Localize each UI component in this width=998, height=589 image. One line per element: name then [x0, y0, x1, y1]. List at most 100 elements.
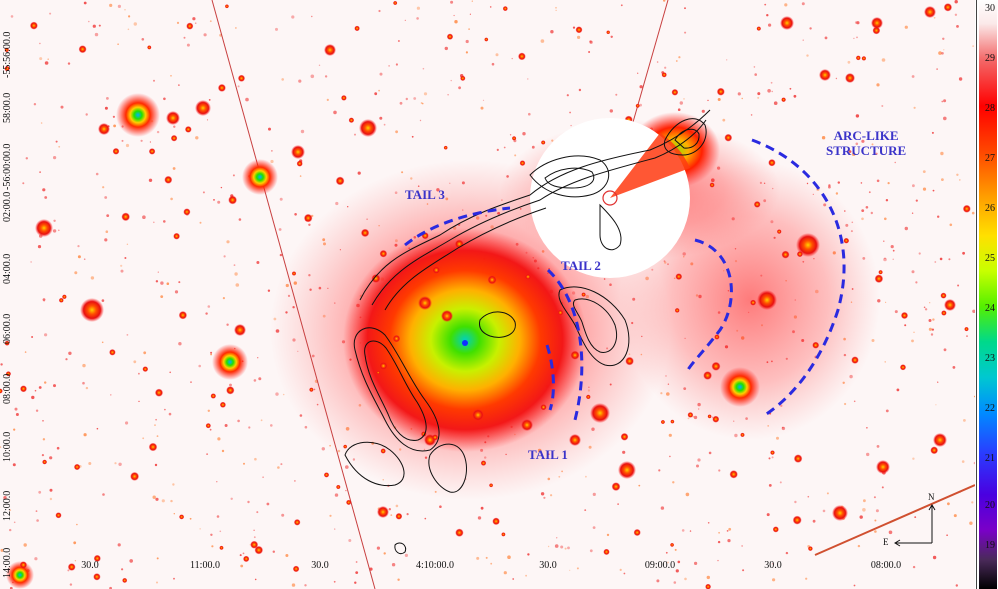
noise-dot	[210, 351, 213, 354]
noise-dot	[959, 179, 961, 181]
noise-dot	[216, 515, 220, 518]
faint-star	[740, 432, 745, 438]
noise-dot	[58, 145, 61, 148]
noise-dot	[936, 68, 938, 70]
dec-tick-label: 08:00.0	[2, 373, 13, 404]
noise-dot	[793, 94, 797, 98]
faint-star	[484, 37, 489, 42]
noise-dot	[170, 75, 172, 77]
noise-dot	[281, 513, 285, 517]
faint-star	[184, 125, 192, 133]
noise-dot	[76, 523, 78, 526]
faint-star	[348, 117, 355, 123]
faint-star	[899, 364, 907, 371]
noise-dot	[491, 62, 495, 66]
noise-dot	[149, 141, 151, 143]
mask-center-marker	[602, 190, 618, 206]
faint-star	[781, 250, 790, 259]
tail-3-label: TAIL 3	[405, 187, 445, 202]
noise-dot	[941, 100, 944, 103]
noise-dot	[821, 136, 826, 140]
noise-dot	[257, 357, 259, 359]
noise-dot	[866, 452, 870, 457]
noise-dot	[378, 89, 380, 92]
noise-dot	[202, 191, 205, 194]
noise-dot	[256, 511, 259, 514]
noise-dot	[44, 381, 47, 384]
noise-dot	[271, 150, 273, 152]
noise-dot	[133, 360, 137, 364]
noise-dot	[904, 226, 908, 231]
noise-dot	[875, 152, 878, 155]
noise-dot	[163, 97, 166, 101]
faint-star	[4, 340, 10, 346]
faint-star	[432, 266, 440, 274]
noise-dot	[102, 493, 105, 496]
faint-star	[42, 459, 48, 465]
noise-dot	[956, 25, 959, 28]
noise-dot	[13, 428, 16, 431]
noise-dot	[678, 56, 681, 59]
noise-dot	[53, 384, 56, 388]
noise-dot	[266, 502, 270, 506]
faint-star	[878, 269, 883, 275]
noise-dot	[300, 129, 305, 134]
noise-dot	[310, 74, 315, 79]
noise-dot	[971, 501, 974, 504]
faint-star	[557, 309, 564, 316]
noise-dot	[419, 119, 422, 122]
noise-dot	[933, 16, 936, 19]
noise-dot	[85, 113, 88, 116]
noise-dot	[124, 257, 127, 259]
noise-dot	[140, 139, 143, 142]
noise-dot	[13, 521, 16, 524]
noise-dot	[768, 484, 772, 487]
noise-dot	[88, 462, 92, 465]
noise-dot	[164, 408, 166, 411]
faint-star	[291, 271, 297, 276]
noise-dot	[913, 106, 916, 109]
noise-dot	[173, 577, 175, 580]
noise-dot	[941, 178, 944, 182]
faint-star	[714, 334, 720, 340]
bright-star	[819, 69, 831, 81]
noise-dot	[374, 92, 378, 96]
noise-dot	[943, 116, 947, 121]
noise-dot	[40, 122, 43, 124]
faint-star	[620, 432, 629, 441]
noise-dot	[178, 281, 181, 284]
faint-star	[812, 341, 820, 349]
noise-dot	[570, 124, 572, 127]
noise-dot	[282, 393, 285, 396]
noise-dot	[665, 551, 668, 554]
satellite-trail-bottom-right	[814, 484, 975, 556]
faint-star	[303, 213, 313, 223]
noise-dot	[39, 171, 41, 174]
compass-east-label: E	[883, 537, 889, 547]
noise-dot	[904, 25, 908, 29]
noise-dot	[511, 57, 513, 60]
faint-star	[768, 159, 776, 167]
noise-dot	[822, 509, 826, 513]
noise-dot	[37, 245, 42, 249]
noise-dot	[528, 112, 531, 116]
noise-dot	[318, 64, 321, 67]
noise-dot	[881, 58, 886, 62]
noise-dot	[929, 302, 931, 304]
sky-image	[0, 0, 975, 589]
noise-dot	[876, 445, 880, 448]
noise-dot	[718, 469, 721, 472]
dec-tick-label: 06:00.0	[2, 313, 13, 344]
noise-dot	[894, 161, 896, 164]
noise-dot	[109, 3, 113, 7]
faint-star	[309, 387, 314, 393]
noise-dot	[610, 35, 613, 38]
noise-dot	[918, 252, 921, 255]
noise-dot	[860, 182, 863, 184]
noise-dot	[77, 255, 81, 259]
faint-star	[687, 412, 694, 418]
bright-star	[377, 506, 389, 518]
noise-dot	[138, 400, 140, 403]
noise-dot	[482, 99, 485, 101]
ra-tick-label: 11:00.0	[190, 560, 220, 571]
